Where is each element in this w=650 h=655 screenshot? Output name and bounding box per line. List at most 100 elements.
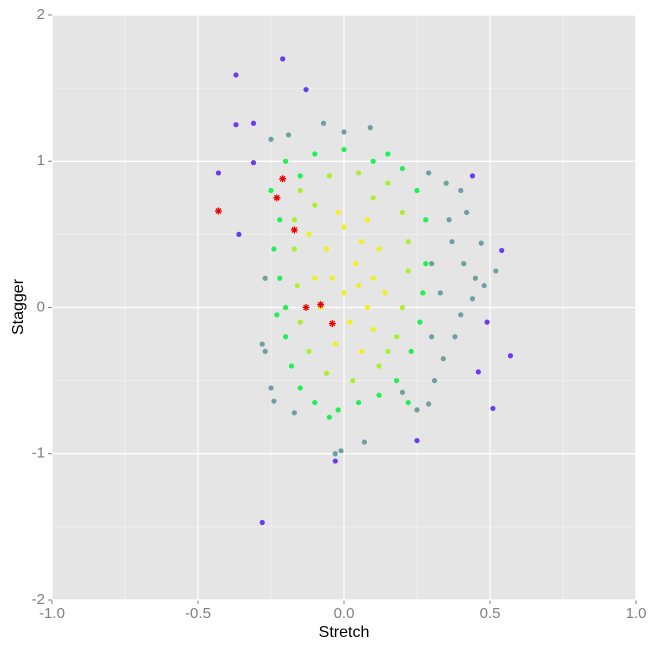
x-tick-label: -0.5 [185, 605, 211, 622]
point [335, 407, 341, 413]
point [279, 175, 287, 183]
y-tick-label: 0 [37, 298, 45, 315]
point [259, 341, 265, 347]
point [271, 246, 277, 252]
point [250, 160, 257, 166]
point [370, 275, 376, 281]
point [323, 370, 330, 376]
point [370, 326, 376, 333]
point [405, 399, 411, 406]
point [458, 312, 464, 318]
point [302, 304, 310, 311]
point [414, 187, 420, 194]
x-tick-label: 1.0 [626, 605, 647, 622]
point [291, 410, 297, 416]
point [332, 451, 338, 457]
x-tick-label: 0.5 [480, 605, 501, 622]
point [429, 334, 435, 340]
point [273, 194, 281, 202]
y-tick-label: -2 [32, 591, 45, 608]
point [364, 217, 370, 223]
point [452, 334, 458, 340]
point [341, 129, 347, 135]
point [332, 341, 338, 347]
point [426, 401, 432, 407]
point [423, 217, 429, 223]
point [291, 217, 297, 223]
point [312, 399, 318, 406]
point [458, 187, 464, 194]
point [297, 187, 303, 194]
point [277, 275, 283, 281]
point [399, 304, 405, 311]
point [443, 180, 449, 186]
point [493, 268, 499, 274]
point [297, 385, 303, 391]
point [446, 217, 452, 223]
point [329, 275, 335, 281]
point [233, 122, 239, 128]
point [335, 209, 341, 216]
point [332, 458, 338, 464]
point [236, 231, 242, 237]
point [312, 202, 318, 208]
point [303, 86, 309, 93]
point [356, 170, 362, 176]
point [338, 448, 344, 454]
point [370, 195, 376, 201]
point [405, 268, 411, 274]
point [268, 385, 274, 391]
point [358, 239, 365, 245]
point [250, 120, 257, 126]
point [326, 414, 332, 420]
point [399, 209, 405, 216]
point [382, 290, 388, 296]
point [481, 282, 487, 289]
point [484, 319, 490, 325]
point [370, 158, 376, 164]
point [364, 304, 370, 311]
point [268, 136, 274, 142]
point [353, 261, 359, 267]
point [283, 158, 289, 164]
point [312, 151, 318, 157]
point [478, 240, 484, 246]
point [326, 173, 332, 179]
point [469, 296, 476, 302]
point [280, 56, 286, 62]
point [376, 392, 382, 398]
point [461, 261, 467, 267]
point [376, 246, 382, 252]
point [475, 369, 481, 375]
point [283, 304, 289, 311]
point [306, 348, 312, 354]
point [385, 151, 391, 157]
point [399, 389, 405, 395]
point [423, 261, 429, 267]
y-tick-label: 1 [37, 152, 45, 169]
point [507, 353, 514, 359]
point [290, 226, 298, 234]
point [328, 320, 336, 328]
point [499, 247, 505, 254]
point [268, 187, 274, 194]
point [347, 319, 353, 325]
point [283, 334, 289, 340]
point [420, 290, 426, 296]
point [449, 239, 455, 245]
y-tick-label: -1 [32, 445, 45, 462]
point [490, 405, 496, 412]
point [431, 378, 438, 384]
point [341, 290, 347, 296]
point [214, 207, 222, 215]
point [285, 132, 292, 138]
point [317, 301, 325, 309]
point [271, 398, 277, 404]
point [393, 378, 400, 384]
point [288, 363, 295, 369]
point [385, 348, 391, 354]
point [294, 282, 300, 289]
point [233, 72, 239, 78]
point [405, 239, 411, 245]
point [262, 275, 268, 281]
